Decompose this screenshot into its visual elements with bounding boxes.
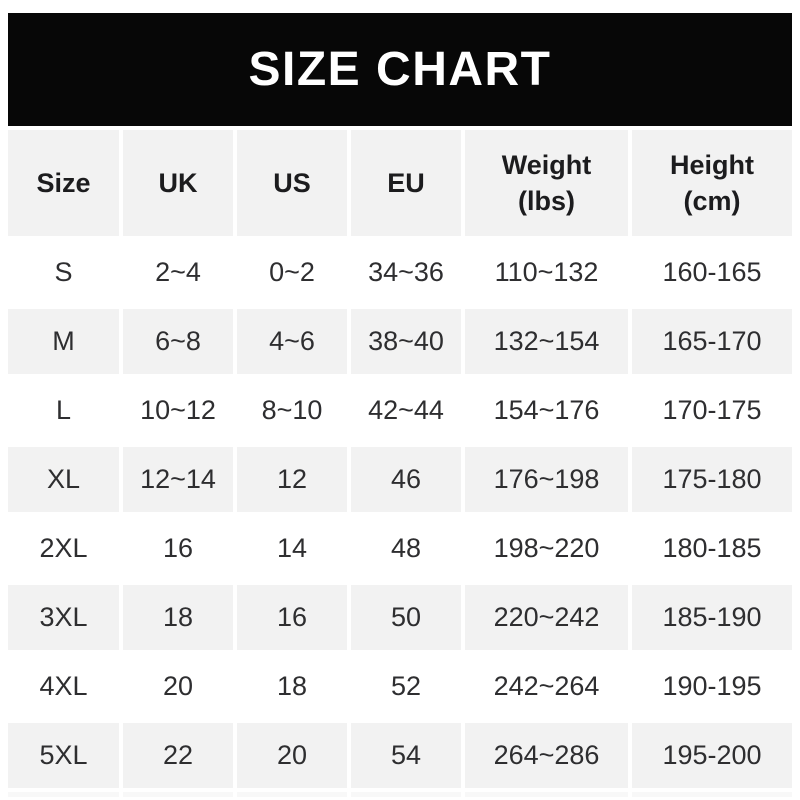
column-header-height: Height (cm) [632,130,792,236]
cell-us: 18 [237,654,347,719]
cell-weight: 176~198 [465,447,628,512]
cell-size: 2XL [8,516,119,581]
cell-height: 180-185 [632,516,792,581]
cell-uk: 2~4 [123,240,233,305]
cell-us: 20 [237,723,347,788]
table-row-2xl: 2XL 16 14 48 198~220 180-185 [8,516,792,581]
cell-size: 5XL [8,723,119,788]
cell-weight: 132~154 [465,309,628,374]
column-header-uk: UK [123,130,233,236]
cell-us: 16 [237,585,347,650]
cell-weight: 154~176 [465,378,628,443]
cell-uk: 20 [123,654,233,719]
cell-us: 4~6 [237,309,347,374]
partial-next-row-edge [8,792,792,797]
table-row-5xl: 5XL 22 20 54 264~286 195-200 [8,723,792,788]
cell-uk: 18 [123,585,233,650]
cell-eu: 54 [351,723,461,788]
table-row-l: L 10~12 8~10 42~44 154~176 170-175 [8,378,792,443]
cell-height: 195-200 [632,723,792,788]
cell-us: 0~2 [237,240,347,305]
cell-eu: 38~40 [351,309,461,374]
cell-weight: 220~242 [465,585,628,650]
table-row-4xl: 4XL 20 18 52 242~264 190-195 [8,654,792,719]
cell-eu: 46 [351,447,461,512]
cell-us: 8~10 [237,378,347,443]
column-header-weight: Weight (lbs) [465,130,628,236]
cell-eu: 34~36 [351,240,461,305]
cell-height: 190-195 [632,654,792,719]
size-table: Size UK US EU Weight (lbs) Height (cm) S… [4,126,796,800]
cell-size: 3XL [8,585,119,650]
cell-size: XL [8,447,119,512]
cell-weight: 198~220 [465,516,628,581]
cell-size: S [8,240,119,305]
cell-weight: 110~132 [465,240,628,305]
page-title: SIZE CHART [248,42,552,96]
cell-weight: 242~264 [465,654,628,719]
cell-eu: 48 [351,516,461,581]
cell-size: L [8,378,119,443]
column-header-eu: EU [351,130,461,236]
cell-uk: 10~12 [123,378,233,443]
cell-uk: 22 [123,723,233,788]
column-header-us: US [237,130,347,236]
cell-weight: 264~286 [465,723,628,788]
cell-uk: 6~8 [123,309,233,374]
table-row-m: M 6~8 4~6 38~40 132~154 165-170 [8,309,792,374]
cell-us: 12 [237,447,347,512]
table-header-row: Size UK US EU Weight (lbs) Height (cm) [8,130,792,236]
cell-height: 185-190 [632,585,792,650]
cell-eu: 50 [351,585,461,650]
cell-size: 4XL [8,654,119,719]
size-chart-banner: SIZE CHART [8,13,792,126]
cell-height: 175-180 [632,447,792,512]
column-header-size: Size [8,130,119,236]
size-table-container: Size UK US EU Weight (lbs) Height (cm) S… [4,126,796,800]
cell-eu: 42~44 [351,378,461,443]
cell-size: M [8,309,119,374]
cell-height: 160-165 [632,240,792,305]
cell-height: 165-170 [632,309,792,374]
table-row-s: S 2~4 0~2 34~36 110~132 160-165 [8,240,792,305]
cell-us: 14 [237,516,347,581]
table-row-xl: XL 12~14 12 46 176~198 175-180 [8,447,792,512]
cell-uk: 16 [123,516,233,581]
table-row-3xl: 3XL 18 16 50 220~242 185-190 [8,585,792,650]
cell-uk: 12~14 [123,447,233,512]
cell-eu: 52 [351,654,461,719]
cell-height: 170-175 [632,378,792,443]
